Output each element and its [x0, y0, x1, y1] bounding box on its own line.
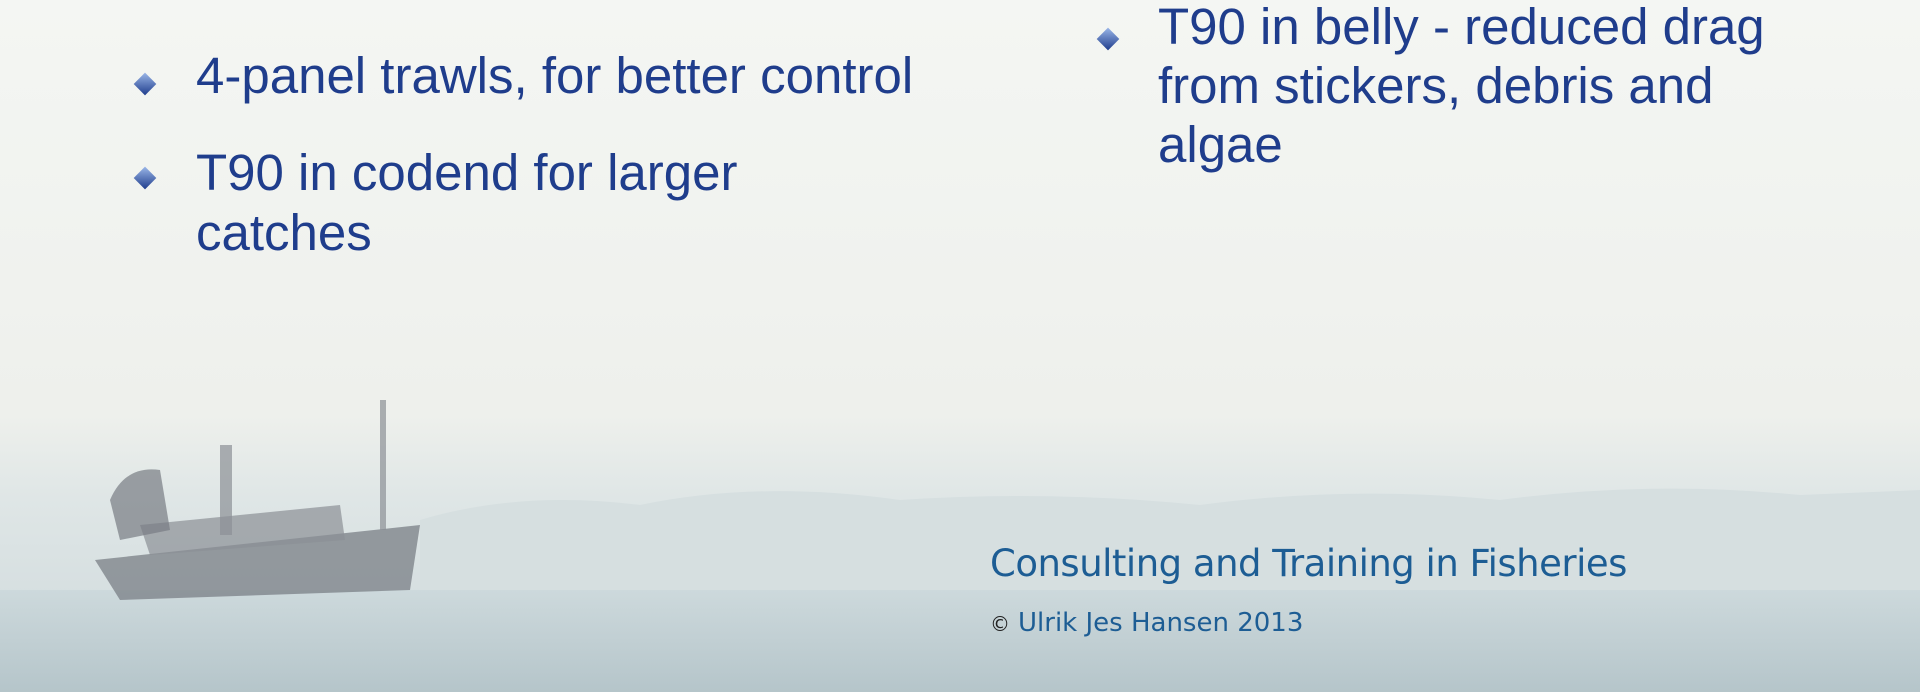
- bullet-text: from stickers, debris and: [1158, 56, 1714, 116]
- bullet-text: 4-panel trawls, for better control: [196, 46, 913, 106]
- bullet-text: catches: [196, 203, 372, 263]
- bullet-text: T90 in belly - reduced drag: [1158, 0, 1765, 57]
- page: 4-panel trawls, for better control T90 i…: [0, 0, 1920, 692]
- copyright-symbol: ©: [990, 612, 1010, 636]
- slide: 4-panel trawls, for better control T90 i…: [0, 0, 1920, 692]
- bullet-text: algae: [1158, 115, 1283, 175]
- footer-tagline: Consulting and Training in Fisheries: [990, 542, 1627, 585]
- footer-copyright: © Ulrik Jes Hansen 2013: [990, 608, 1303, 638]
- copyright-text: Ulrik Jes Hansen 2013: [1018, 608, 1303, 638]
- bullet-text: T90 in codend for larger: [196, 143, 737, 203]
